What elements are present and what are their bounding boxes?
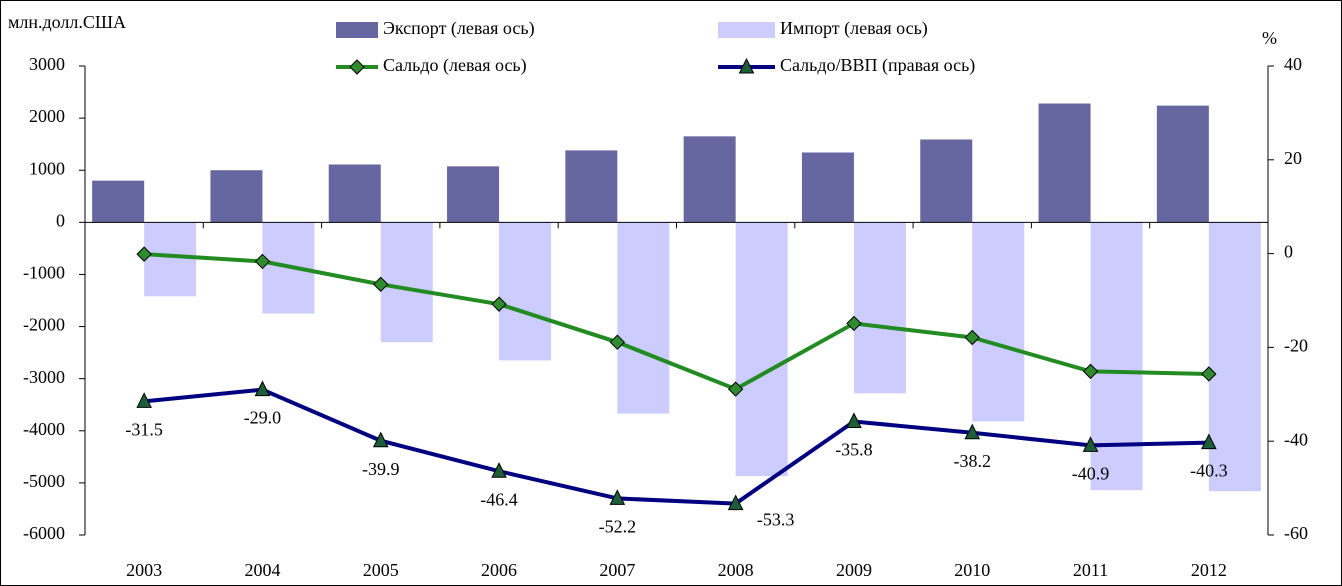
legend-label: Экспорт (левая ось) xyxy=(383,18,535,39)
bar xyxy=(565,150,618,223)
legend-marker xyxy=(349,59,365,75)
marker xyxy=(491,462,507,478)
bar xyxy=(1156,105,1209,223)
marker xyxy=(372,431,389,448)
marker xyxy=(254,253,271,270)
line xyxy=(144,252,1209,392)
x-tick-label: 2003 xyxy=(126,560,162,580)
y-tick-label: -3000 xyxy=(23,367,65,387)
y-tick-label: -1000 xyxy=(23,263,65,283)
marker xyxy=(846,315,862,332)
y-tick-label: -6000 xyxy=(23,523,65,543)
x-tick-label: 2010 xyxy=(954,560,990,580)
legend-swatch xyxy=(336,22,378,38)
marker xyxy=(136,392,152,408)
marker xyxy=(609,489,626,505)
y-tick-label: -2000 xyxy=(23,315,65,335)
data-label: -38.2 xyxy=(954,451,992,471)
bar xyxy=(1038,103,1091,223)
bar xyxy=(447,166,500,223)
bar xyxy=(801,152,854,223)
x-tick-label: 2006 xyxy=(481,560,517,580)
y-tick-label: 3000 xyxy=(29,54,65,74)
legend-label: Сальдо (левая ось) xyxy=(383,55,527,76)
legend-label: Сальдо/ВВП (правая ось) xyxy=(780,55,975,76)
x-tick-label: 2005 xyxy=(363,560,399,580)
data-label: -31.5 xyxy=(125,419,163,439)
y2-tick-label: -60 xyxy=(1284,523,1308,543)
bar xyxy=(735,222,788,477)
x-tick-label: 2007 xyxy=(599,560,635,580)
data-label: -35.8 xyxy=(835,440,873,460)
legend-label: Импорт (левая ось) xyxy=(780,18,928,39)
marker xyxy=(727,494,744,511)
data-label: -53.3 xyxy=(757,510,795,530)
data-label: -52.2 xyxy=(599,517,637,537)
bar xyxy=(92,180,145,223)
legend-marker xyxy=(738,57,755,74)
data-label: -46.4 xyxy=(480,489,518,509)
bar xyxy=(499,222,552,361)
marker xyxy=(1082,363,1099,380)
data-label: -40.3 xyxy=(1190,461,1228,481)
x-tick-label: 2004 xyxy=(244,560,280,580)
marker xyxy=(964,423,981,440)
y-tick-label: -4000 xyxy=(23,419,65,439)
marker xyxy=(609,334,626,350)
bar xyxy=(617,222,670,414)
y2-tick-label: -20 xyxy=(1284,336,1308,356)
bar xyxy=(683,136,736,223)
x-tick-label: 2011 xyxy=(1073,560,1108,580)
y2-tick-label: 40 xyxy=(1284,54,1302,74)
line xyxy=(143,387,1209,506)
marker xyxy=(1082,436,1099,452)
y2-axis-label: % xyxy=(1262,28,1277,48)
marker xyxy=(846,412,862,429)
bar xyxy=(144,222,197,297)
y-tick-label: 1000 xyxy=(29,158,65,178)
y-tick-label: -5000 xyxy=(23,471,65,491)
y2-tick-label: 0 xyxy=(1284,242,1293,262)
marker xyxy=(964,329,980,346)
bar xyxy=(210,170,263,223)
x-tick-label: 2009 xyxy=(836,560,872,580)
marker xyxy=(1201,433,1217,450)
bar xyxy=(920,139,973,223)
data-label: -39.9 xyxy=(362,459,400,479)
y-axis-label: млн.долл.США xyxy=(8,12,126,32)
marker xyxy=(254,380,271,397)
legend-swatch xyxy=(718,22,775,38)
data-label: -29.0 xyxy=(244,408,282,428)
y2-tick-label: -40 xyxy=(1284,429,1308,449)
x-tick-label: 2008 xyxy=(718,560,754,580)
bar xyxy=(328,164,381,223)
bar xyxy=(972,222,1025,422)
x-tick-label: 2012 xyxy=(1191,560,1227,580)
bar xyxy=(380,222,433,343)
bar xyxy=(1208,222,1261,492)
bar xyxy=(853,222,906,394)
bar xyxy=(1090,222,1143,491)
data-label: -40.9 xyxy=(1072,464,1110,484)
marker xyxy=(373,276,389,293)
marker xyxy=(727,381,744,397)
marker xyxy=(1201,366,1217,382)
y-tick-label: 0 xyxy=(56,210,65,230)
y2-tick-label: 20 xyxy=(1284,148,1302,168)
y-tick-label: 2000 xyxy=(29,106,65,126)
marker xyxy=(491,296,507,312)
marker xyxy=(136,246,152,262)
